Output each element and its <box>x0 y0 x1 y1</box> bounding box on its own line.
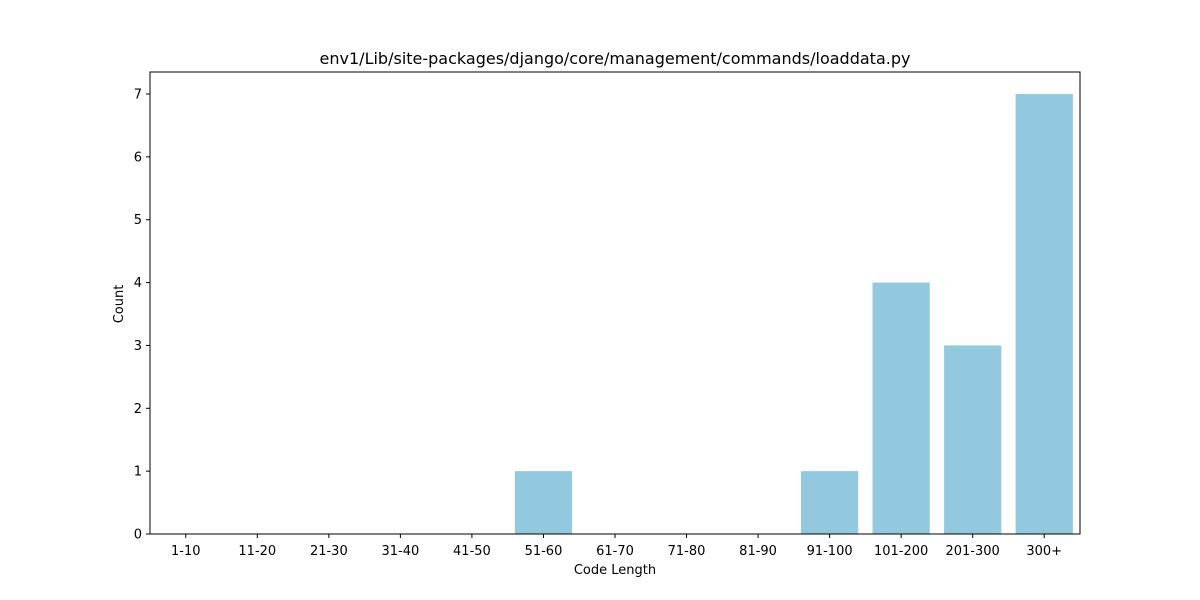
y-axis-label: Count <box>112 285 127 324</box>
x-tick-label: 1-10 <box>171 544 201 559</box>
y-tick-label: 5 <box>134 213 142 228</box>
x-axis-label: Code Length <box>574 563 656 578</box>
x-tick-label: 31-40 <box>381 544 419 559</box>
x-tick-label: 91-100 <box>807 544 853 559</box>
x-tick-label: 71-80 <box>668 544 706 559</box>
bar-101-200 <box>872 282 930 534</box>
x-tick-label: 41-50 <box>453 544 491 559</box>
plot-area-frame <box>149 71 1081 535</box>
y-tick-label: 7 <box>134 88 142 103</box>
chart-title: env1/Lib/site-packages/django/core/manag… <box>320 49 911 68</box>
y-tick-label: 3 <box>134 339 142 354</box>
y-tick-label: 4 <box>134 276 142 291</box>
x-tick-label: 61-70 <box>596 544 634 559</box>
bars-group <box>514 94 1073 534</box>
x-tick-label: 81-90 <box>739 544 777 559</box>
x-ticks-group: 1-10 11-20 21-30 31-40 41-50 51-60 61-70 71-80 8… <box>171 534 1062 559</box>
y-tick-label: 0 <box>134 528 142 543</box>
x-tick-label: 51-60 <box>525 544 563 559</box>
x-tick-label: 201-300 <box>946 544 1000 559</box>
y-tick-label: 2 <box>134 402 142 417</box>
x-tick-label: 11-20 <box>238 544 276 559</box>
bar-300+ <box>1015 94 1073 534</box>
bar-91-100 <box>801 471 859 534</box>
x-tick-label: 101-200 <box>874 544 928 559</box>
y-ticks-group: 0 1 2 3 4 5 6 7 <box>134 88 150 543</box>
y-tick-label: 1 <box>134 465 142 480</box>
bar-201-300 <box>944 345 1002 534</box>
y-tick-label: 6 <box>134 150 142 165</box>
x-tick-label: 300+ <box>1026 544 1062 559</box>
bar-51-60 <box>514 471 573 534</box>
x-tick-label: 21-30 <box>310 544 348 559</box>
